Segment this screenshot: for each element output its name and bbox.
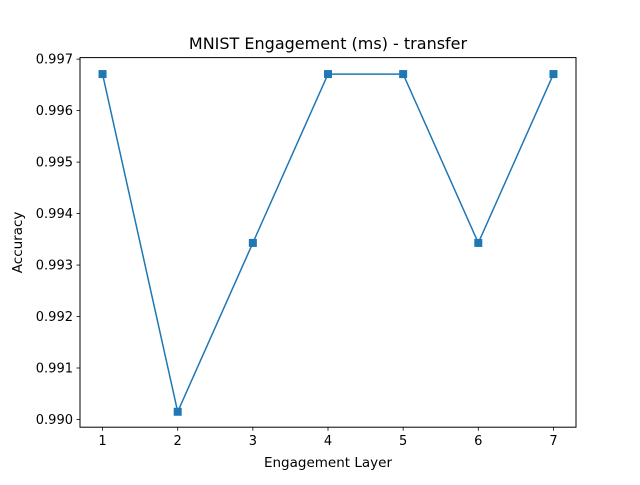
plot-area [79,57,577,428]
data-point [248,238,257,247]
data-point [474,238,483,247]
y-tick-label: 0.991 [36,362,73,377]
x-tick-label: 7 [549,434,557,449]
y-tick-label: 0.997 [36,53,73,68]
y-tick-label: 0.992 [36,310,73,325]
y-tick-label: 0.993 [36,259,73,274]
x-tick-label: 6 [474,434,482,449]
series-layer [98,70,558,416]
y-axis-label: Accuracy [10,212,26,274]
data-point [549,70,558,79]
x-tick-label: 2 [174,434,182,449]
data-point [98,70,107,79]
x-axis-label: Engagement Layer [264,455,392,471]
y-tick-label: 0.995 [36,156,73,171]
x-axis: 1 2 3 4 5 6 7 [98,427,558,449]
x-tick-label: 3 [249,434,257,449]
x-tick-label: 1 [98,434,106,449]
y-tick-label: 0.994 [36,207,73,222]
data-point [399,70,408,79]
x-tick-label: 4 [324,434,332,449]
chart-title: MNIST Engagement (ms) - transfer [189,34,468,53]
data-point [324,70,332,79]
y-tick-label: 0.990 [36,413,73,428]
y-axis: 0.990 0.991 0.992 0.993 0.994 0.995 0.996 0.997 [36,53,80,428]
series-line [101,73,555,415]
x-tick-label: 5 [399,434,407,449]
data-point [173,407,182,416]
y-tick-label: 0.996 [36,104,73,119]
